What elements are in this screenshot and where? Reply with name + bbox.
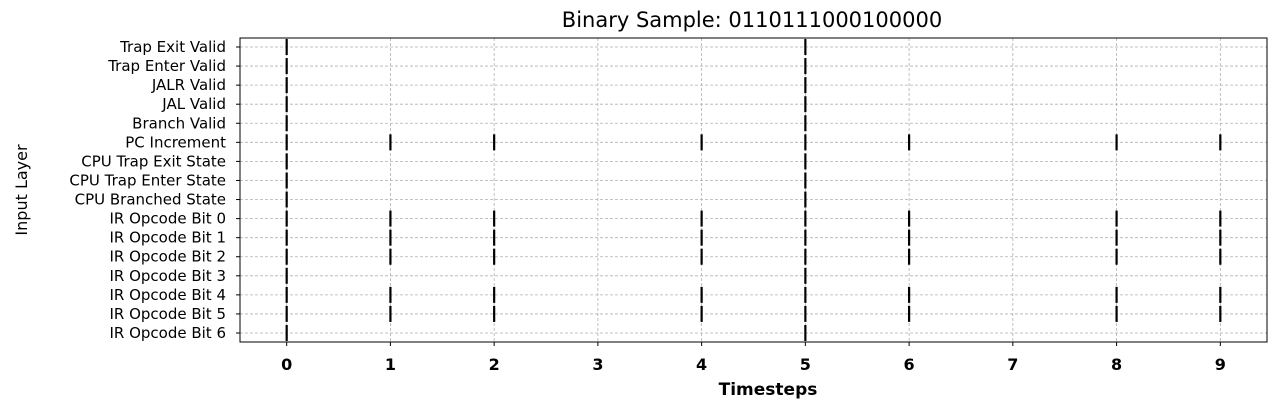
y-tick-label: Trap Exit Valid	[119, 38, 226, 56]
x-tick-label: 1	[385, 355, 396, 374]
y-tick-label: CPU Trap Exit State	[81, 152, 226, 170]
x-tick-label: 2	[489, 355, 500, 374]
x-tick-label: 9	[1215, 355, 1226, 374]
y-tick-label: JAL Valid	[161, 95, 226, 113]
y-tick-label: IR Opcode Bit 2	[109, 248, 226, 266]
x-tick-label: 5	[800, 355, 811, 374]
x-tick-label: 3	[592, 355, 603, 374]
y-tick-label: IR Opcode Bit 3	[109, 267, 226, 285]
x-tick-label: 7	[1007, 355, 1018, 374]
y-tick-label: JALR Valid	[151, 76, 226, 94]
y-tick-label: IR Opcode Bit 4	[109, 286, 226, 304]
x-tick-label: 8	[1111, 355, 1122, 374]
event-marks	[285, 38, 1222, 342]
chart-title: Binary Sample: 0110111000100000	[562, 8, 942, 32]
y-tick-label: PC Increment	[125, 133, 226, 151]
x-tick-label: 4	[696, 355, 707, 374]
x-axis-label: Timesteps	[719, 380, 818, 400]
y-axis-label: Input Layer	[12, 144, 31, 236]
y-tick-label: Branch Valid	[132, 114, 226, 132]
y-tick-label: IR Opcode Bit 6	[109, 324, 226, 342]
y-tick-label: CPU Branched State	[75, 191, 226, 209]
x-tick-label: 0	[281, 355, 292, 374]
y-tick-label: IR Opcode Bit 1	[109, 229, 226, 247]
y-tick-label: CPU Trap Enter State	[69, 171, 226, 189]
y-tick-label: Trap Enter Valid	[107, 57, 226, 75]
y-tick-label: IR Opcode Bit 0	[109, 210, 226, 228]
x-tick-labels: 0 1 2 3 4 5 6 7 8 9	[281, 342, 1226, 374]
y-tick-label: IR Opcode Bit 5	[109, 305, 226, 323]
plot-frame	[239, 37, 1268, 343]
x-tick-label: 6	[904, 355, 915, 374]
grid-lines	[240, 38, 1267, 342]
